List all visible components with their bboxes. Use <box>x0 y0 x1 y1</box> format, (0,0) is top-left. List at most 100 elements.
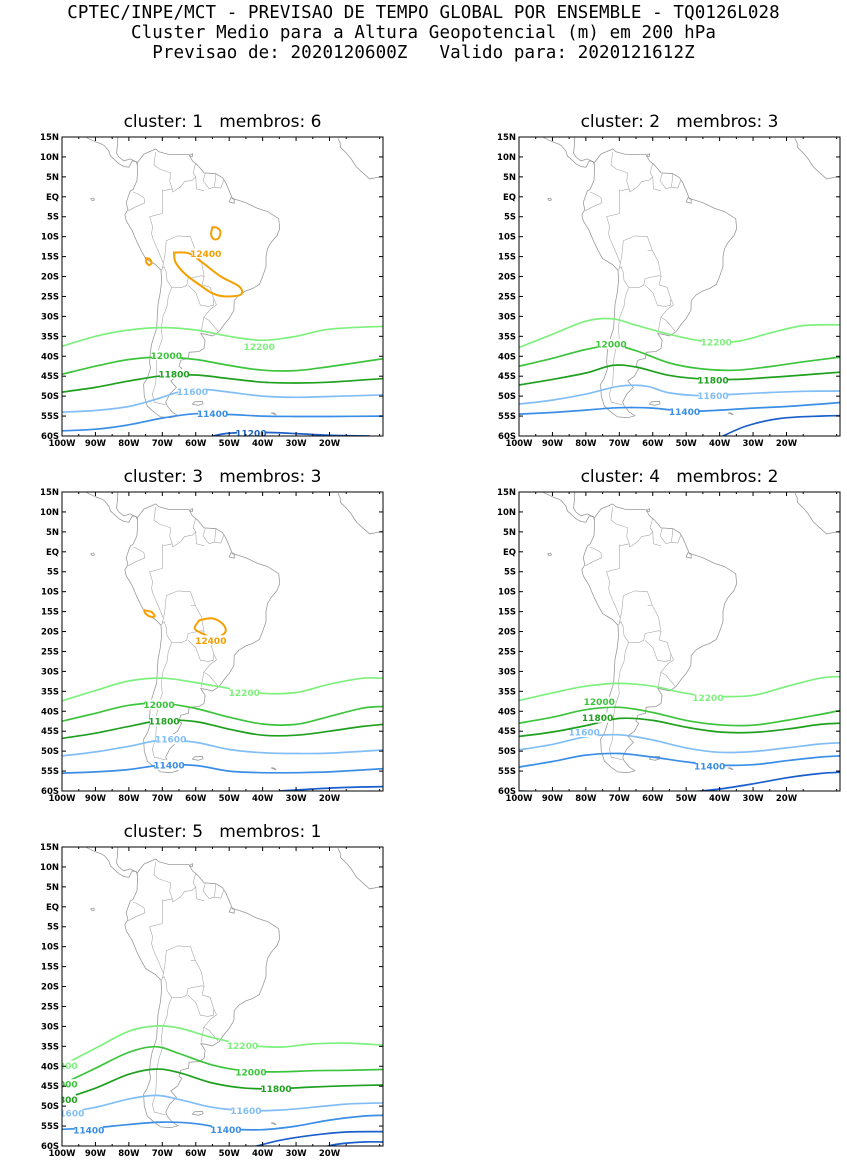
panel-title: cluster: 1 membros: 6 <box>123 112 322 132</box>
lon-tick-label: 70W <box>152 1149 174 1159</box>
lat-tick-label: 5S <box>47 568 59 578</box>
lat-tick-label: 15S <box>41 253 59 263</box>
lon-tick-label: 70W <box>152 439 174 449</box>
contour-11200 <box>519 771 840 791</box>
lat-tick-label: 15S <box>41 608 59 618</box>
coastline <box>85 847 138 878</box>
country-border <box>153 507 173 544</box>
map-frame <box>61 136 384 437</box>
contour-label-bg <box>596 338 625 349</box>
contour-11200 <box>279 785 383 791</box>
lat-tick-label: 5S <box>504 213 516 223</box>
lat-tick-label: 40S <box>498 707 516 717</box>
lat-tick-label: 25S <box>41 1002 59 1012</box>
island <box>189 153 194 157</box>
contour-label-bg <box>160 369 189 380</box>
lat-tick-label: 15S <box>498 608 516 618</box>
country-border <box>162 590 205 644</box>
map-plot: 11400 11600 11800 12000 12200 15N 10N 5N EQ 5S 10S… <box>497 488 841 804</box>
lat-tick-label: EQ <box>503 193 516 203</box>
country-border <box>192 517 205 547</box>
lon-tick-label: 90W <box>542 439 564 449</box>
island <box>646 508 651 512</box>
contour-11400 <box>519 752 840 768</box>
country-border <box>160 268 163 271</box>
coastline <box>116 137 138 163</box>
country-border <box>162 945 205 999</box>
country-border <box>202 527 215 545</box>
contour-12200 <box>62 1024 383 1067</box>
lat-tick-label: 15S <box>498 253 516 263</box>
island <box>191 755 204 761</box>
lon-tick-label: 50W <box>676 794 698 804</box>
contour-11200 <box>253 1130 383 1146</box>
lon-tick-label: 100W <box>48 794 76 804</box>
country-border <box>149 531 197 618</box>
contour-label-bg <box>62 1094 76 1105</box>
contour-label-11800: 11800 <box>582 714 613 724</box>
lat-tick-label: 60S <box>41 787 59 797</box>
contour-11600 <box>62 738 383 757</box>
island <box>547 197 552 202</box>
contour-11800 <box>62 373 383 393</box>
lat-tick-label: 55S <box>498 412 516 422</box>
lon-tick-label: 20W <box>319 439 341 449</box>
lon-tick-label: 60W <box>642 439 664 449</box>
contour-label-11800: 11800 <box>697 377 728 387</box>
country-border <box>192 872 205 902</box>
contour-label-bg <box>62 1060 76 1071</box>
coastline <box>337 848 383 890</box>
lat-tick-label: 55S <box>41 1122 59 1132</box>
lon-tick-label: 60W <box>185 794 207 804</box>
lat-tick-label: 10S <box>41 233 59 243</box>
lat-tick-label: 55S <box>41 767 59 777</box>
country-border <box>153 862 173 899</box>
contour-label-bg <box>62 1107 83 1118</box>
island <box>270 767 277 771</box>
contour-11800 <box>519 717 840 738</box>
lon-tick-label: 60W <box>185 439 207 449</box>
lon-tick-label: 80W <box>118 439 140 449</box>
island <box>191 1110 204 1116</box>
country-border <box>213 173 225 189</box>
contour-label-11800: 11800 <box>148 717 179 727</box>
island <box>189 863 194 867</box>
country-border <box>200 672 205 688</box>
coastline <box>794 138 840 180</box>
country-border <box>213 883 225 899</box>
island <box>90 197 95 202</box>
country-border <box>200 1027 205 1043</box>
lat-tick-label: 50S <box>41 392 59 402</box>
contour-label-11600: 11600 <box>569 728 600 738</box>
lat-tick-label: 45S <box>498 372 516 382</box>
country-border <box>659 172 672 190</box>
country-border <box>617 623 620 626</box>
lat-tick-label: 20S <box>498 628 516 638</box>
country-border <box>589 546 602 553</box>
map-plot: 11400 11600 11800 12000 12200 12400 15N 10N 5N EQ… <box>40 488 384 804</box>
contour-label-12000: 12000 <box>143 701 174 711</box>
lat-tick-label: 50S <box>41 747 59 757</box>
lat-tick-label: 5N <box>46 173 59 183</box>
island <box>646 153 651 157</box>
country-border <box>657 672 662 688</box>
lat-tick-label: 60S <box>498 787 516 797</box>
coastline <box>85 492 138 523</box>
country-border <box>149 176 197 263</box>
contour-label-bg <box>702 336 731 347</box>
map-layer: 11400 11600 11800 12000 12200 <box>519 492 840 791</box>
coastline <box>581 148 738 419</box>
cluster-panel-4: cluster: 4 membros: 2 11400 11600 11800 1200… <box>457 465 847 810</box>
country-border <box>160 623 163 626</box>
lat-tick-label: 10S <box>41 943 59 953</box>
contour-label-11400: 11400 <box>694 762 725 772</box>
lat-tick-label: 50S <box>41 1102 59 1112</box>
lon-tick-label: 30W <box>285 794 307 804</box>
lat-tick-label: 20S <box>41 273 59 283</box>
contour-label-bg <box>62 1079 76 1090</box>
map-layer: 11400 11600 11800 12000 12200 <box>519 137 840 436</box>
country-border <box>187 276 215 307</box>
lat-tick-label: 15S <box>41 963 59 973</box>
coastline <box>116 847 138 873</box>
lon-tick-label: 20W <box>776 439 798 449</box>
